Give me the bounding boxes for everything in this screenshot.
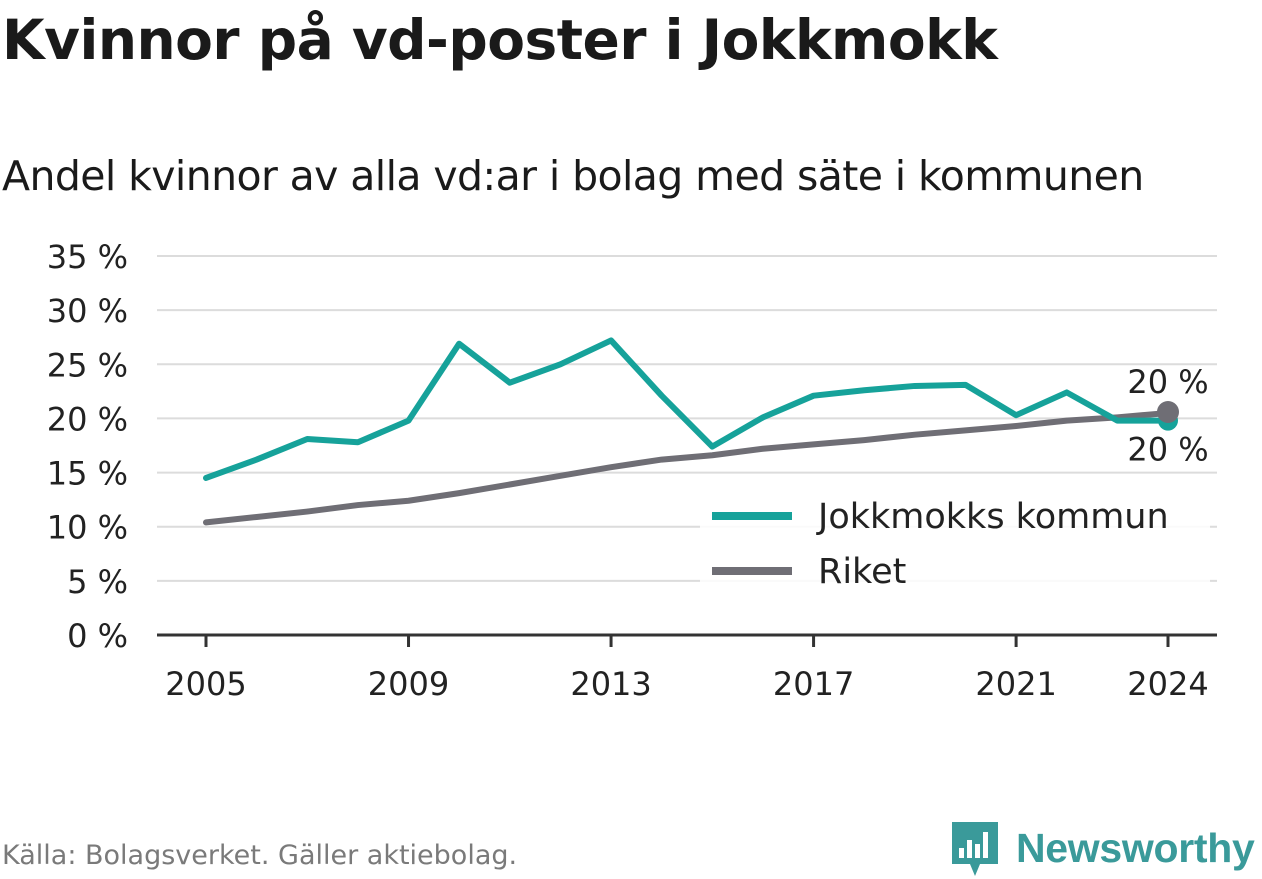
legend: Jokkmokks kommun Riket	[700, 487, 1210, 602]
source-note: Källa: Bolagsverket. Gäller aktiebolag.	[2, 840, 518, 871]
y-axis-tick-labels: 0 % 5 % 10 % 15 % 20 % 25 % 30 % 35 %	[47, 238, 128, 655]
y-tick-label: 10 %	[47, 509, 128, 547]
end-label-riket: 20 %	[1127, 363, 1208, 401]
y-tick-label: 20 %	[47, 400, 128, 438]
end-point-riket	[1157, 401, 1179, 424]
chart-subtitle: Andel kvinnor av alla vd:ar i bolag med …	[2, 152, 1144, 200]
chart-title: Kvinnor på vd-poster i Jokkmokk	[2, 8, 998, 72]
y-tick-label: 30 %	[47, 292, 128, 330]
series-line-jokkmokk	[203, 337, 1171, 481]
legend-background	[700, 487, 1210, 602]
series-line-riket	[203, 410, 1171, 526]
legend-label: Jokkmokks kommun	[816, 497, 1169, 537]
brand-logo: Newsworthy	[950, 818, 1255, 878]
x-tick-label: 2009	[368, 665, 449, 703]
end-labels: 20 % 20 %	[1127, 363, 1208, 469]
line-chart: 0 %5 %10 %15 %20 %25 %30 %35 % 2005 2009 2…	[47, 238, 1217, 703]
grid-lines	[157, 255, 1217, 582]
legend-label: Riket	[818, 552, 906, 592]
x-tick-label: 2021	[975, 665, 1056, 703]
x-tick-label: 2013	[570, 665, 651, 703]
end-label-jokkmokk: 20 %	[1127, 431, 1208, 469]
brand-name: Newsworthy	[1016, 824, 1255, 871]
y-tick-label: 5 %	[67, 563, 128, 601]
y-tick-label: 15 %	[47, 455, 128, 493]
x-tick-label: 2024	[1127, 665, 1208, 703]
x-tick-label: 2017	[773, 665, 854, 703]
newsworthy-logo-icon	[952, 822, 998, 876]
y-tick-label: 35 %	[47, 238, 128, 276]
y-tick-label: 25 %	[47, 346, 128, 384]
x-axis: 2005 2009 2013 2017 2021 2024	[157, 633, 1217, 703]
x-tick-label: 2005	[165, 665, 246, 703]
series-lines	[203, 337, 1179, 526]
y-tick-label: 0 %	[67, 617, 128, 655]
